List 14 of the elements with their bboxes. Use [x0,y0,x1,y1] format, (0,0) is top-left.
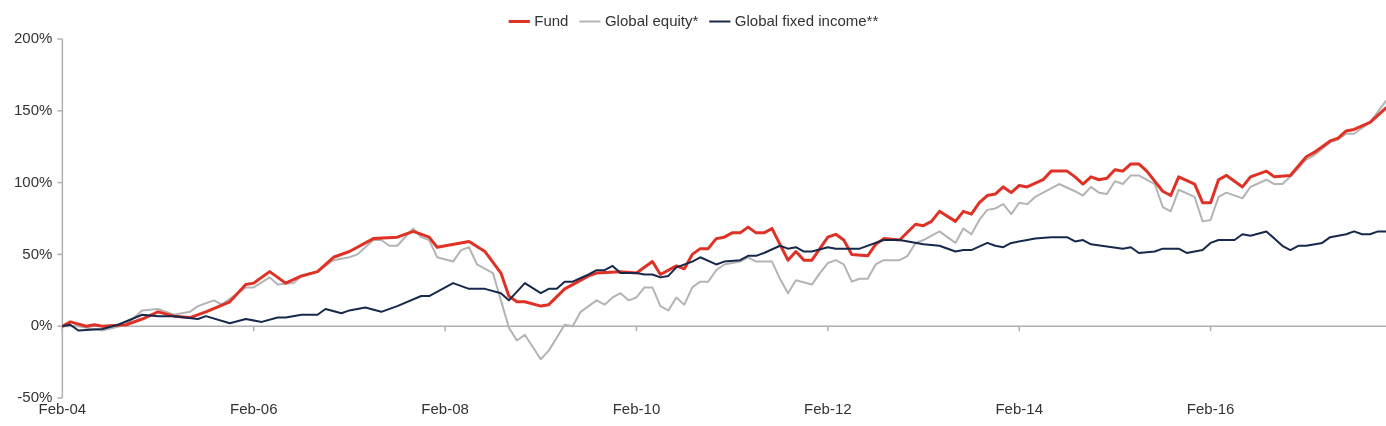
x-tick-label: Feb-10 [612,400,661,418]
x-tick-label: Feb-08 [421,400,469,418]
y-tick-label: 200% [13,29,53,47]
x-tick-label: Feb-16 [1186,400,1235,418]
x-tick-label: Feb-06 [229,400,278,418]
legend-label: Fund [534,11,569,29]
legend-label: Global equity* [604,11,699,29]
y-tick-label: 0% [30,316,53,334]
legend-label: Global fixed income** [734,11,879,29]
y-tick-label: 150% [13,100,53,118]
y-tick-label: 100% [13,172,53,190]
y-tick-label: 50% [22,244,53,262]
x-tick-label: Feb-14 [995,400,1043,418]
x-tick-label: Feb-12 [804,400,852,418]
